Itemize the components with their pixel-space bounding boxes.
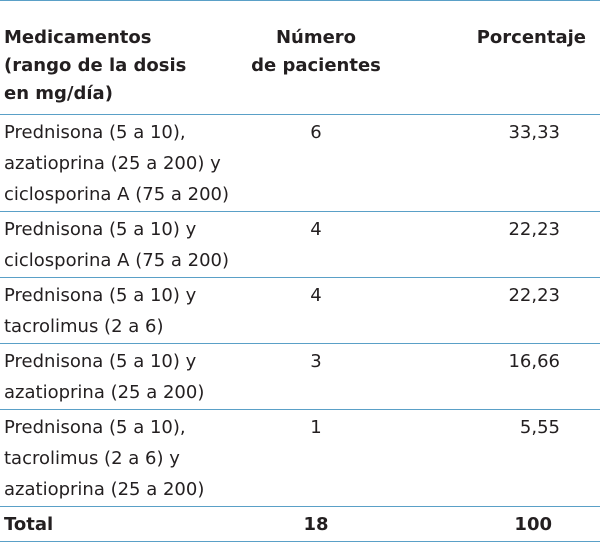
total-label: Total [4,514,54,535]
cell-medicamento-line: ciclosporina A (75 a 200) [4,184,229,205]
cell-medicamento: Prednisona (5 a 10) y ciclosporina A (75… [0,212,250,278]
cell-medicamento: Prednisona (5 a 10), azatioprina (25 a 2… [0,115,250,212]
cell-medicamento: Prednisona (5 a 10) y azatioprina (25 a … [0,344,250,410]
cell-medicamento: Prednisona (5 a 10), tacrolimus (2 a 6) … [0,410,250,507]
table-row: Prednisona (5 a 10), tacrolimus (2 a 6) … [0,410,600,507]
cell-numero: 1 [310,417,322,438]
header-medicamentos-line: en mg/día) [4,83,113,104]
cell-medicamento-line: Prednisona (5 a 10), [4,122,186,143]
header-medicamentos: Medicamentos (rango de la dosis en mg/dí… [0,1,250,115]
cell-medicamento-line: azatioprina (25 a 200) [4,479,205,500]
header-row: Medicamentos (rango de la dosis en mg/dí… [0,0,600,115]
total-numero: 18 [303,514,329,535]
cell-medicamento-line: azatioprina (25 a 200) y [4,153,221,174]
cell-numero: 3 [310,351,322,372]
header-medicamentos-line: Medicamentos [4,27,152,48]
cell-medicamento-line: Prednisona (5 a 10) y [4,351,197,372]
total-row: Total 18 100 [0,506,600,542]
cell-medicamento: Prednisona (5 a 10) y tacrolimus (2 a 6) [0,278,250,344]
table-row: Prednisona (5 a 10) y tacrolimus (2 a 6)… [0,278,600,344]
cell-porcentaje: 5,55 [519,417,560,438]
cell-medicamento-line: Prednisona (5 a 10) y [4,219,197,240]
header-numero-line: Número [275,27,357,48]
table-row: Prednisona (5 a 10) y ciclosporina A (75… [0,212,600,278]
table-row: Prednisona (5 a 10), azatioprina (25 a 2… [0,115,600,212]
cell-porcentaje: 22,23 [508,285,560,306]
cell-numero: 4 [310,219,322,240]
cell-numero: 4 [310,285,322,306]
cell-medicamento-line: azatioprina (25 a 200) [4,382,205,403]
header-porcentaje-line: Porcentaje [476,27,586,48]
cell-porcentaje: 16,66 [508,351,560,372]
cell-porcentaje: 22,23 [508,219,560,240]
cell-medicamento-line: Prednisona (5 a 10) y [4,285,197,306]
cell-porcentaje: 33,33 [508,122,560,143]
header-numero-line: de pacientes [251,55,381,76]
cell-medicamento-line: ciclosporina A (75 a 200) [4,250,229,271]
header-medicamentos-line: (rango de la dosis [4,55,187,76]
header-numero: Número de pacientes [250,1,390,115]
header-porcentaje: Porcentaje [390,1,600,115]
table-row: Prednisona (5 a 10) y azatioprina (25 a … [0,344,600,410]
cell-medicamento-line: tacrolimus (2 a 6) [4,316,164,337]
cell-medicamento-line: tacrolimus (2 a 6) y [4,448,180,469]
cell-numero: 6 [310,122,322,143]
cell-medicamento-line: Prednisona (5 a 10), [4,417,186,438]
total-porcentaje: 100 [514,514,552,535]
